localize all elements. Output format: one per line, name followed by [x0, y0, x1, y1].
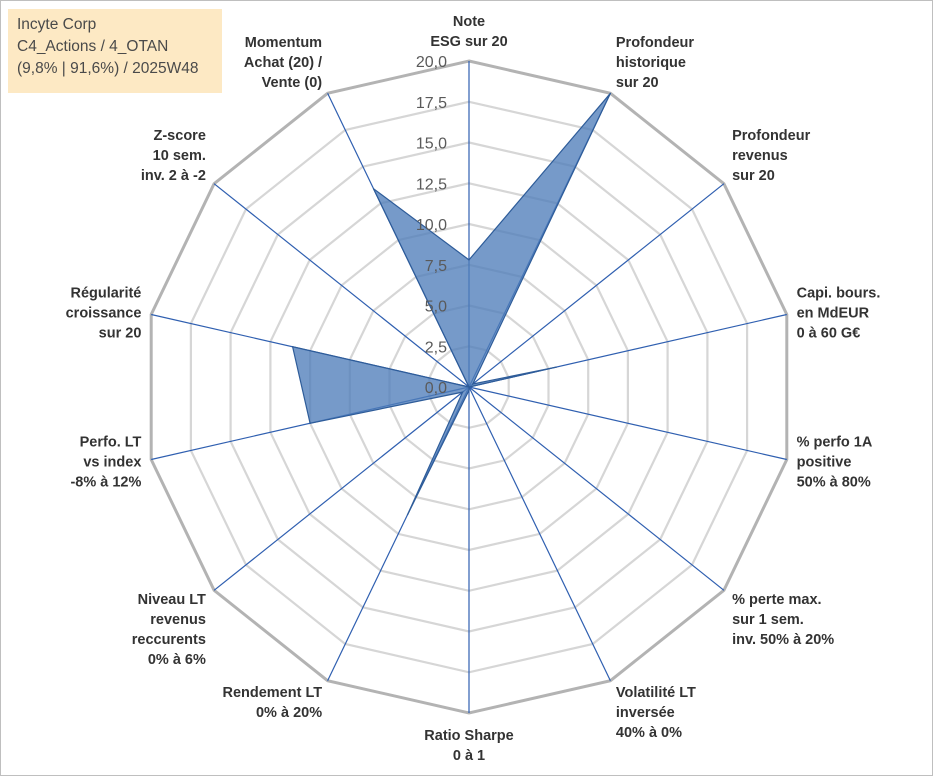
axis-label-line: Capi. bours. [797, 286, 881, 302]
axis-label-line: sur 20 [99, 326, 142, 342]
info-box: Incyte Corp C4_Actions / 4_OTAN (9,8% | … [8, 9, 222, 93]
tick-label: 2,5 [425, 339, 447, 356]
axis-label-line: Volatilité LT [616, 685, 696, 701]
axis-label-line: positive [797, 454, 852, 470]
axis-label-line: Note [453, 14, 485, 30]
axis-label-10: Niveau LT revenus reccurents 0% à 6% [132, 592, 206, 668]
axis-label-line: 0% à 20% [256, 705, 322, 721]
data-point-14 [372, 188, 375, 190]
data-point-4 [555, 366, 558, 368]
axis-label-8: Ratio Sharpe 0 à 1 [424, 728, 513, 764]
axis-label-line: Achat (20) / [244, 55, 322, 71]
data-point-9 [406, 514, 409, 516]
axis-label-1: Note ESG sur 20 [430, 14, 507, 50]
axis-label-line: sur 1 sem. [732, 612, 804, 628]
axis-label-4: Capi. bours. en MdEUR 0 à 60 G€ [797, 286, 881, 342]
data-point-2 [609, 92, 612, 94]
axis-label-line: revenus [732, 148, 788, 164]
axis-label-14: Momentum Achat (20) / Vente (0) [244, 35, 322, 91]
axis-label-line: 40% à 0% [616, 725, 682, 741]
stats-label: (9,8% | 91,6%) / 2025W48 [17, 60, 199, 77]
axis-label-line: inv. 50% à 20% [732, 632, 834, 648]
axis-label-line: inversée [616, 705, 675, 721]
axis-label-line: % perte max. [732, 592, 821, 608]
label-layer: Note ESG sur 20 Profondeur historique sur 20… [66, 14, 881, 764]
axis-spoke-10 [213, 386, 470, 591]
axis-label-line: Rendement LT [222, 685, 322, 701]
company-name: Incyte Corp [17, 16, 97, 33]
axis-label-6: % perte max. sur 1 sem. inv. 50% à 20% [732, 592, 834, 648]
axis-label-line: vs index [83, 454, 141, 470]
axis-label-13: Z-score 10 sem. inv. 2 à -2 [141, 128, 206, 184]
axis-label-line: -8% à 12% [70, 474, 141, 490]
axis-label-line: inv. 2 à -2 [141, 168, 206, 184]
axis-label-11: Perfo. LT vs index -8% à 12% [70, 434, 141, 490]
data-point-10 [462, 391, 464, 393]
tick-label: 20,0 [416, 54, 447, 71]
axis-label-line: Niveau LT [138, 592, 206, 608]
axis-label-line: croissance [66, 306, 142, 322]
axis-label-line: 0 à 60 G€ [797, 326, 861, 342]
tick-label: 17,5 [416, 95, 447, 112]
axis-label-9: Rendement LT 0% à 20% [222, 685, 322, 721]
data-point-11 [309, 422, 311, 424]
axis-label-line: revenus [150, 612, 206, 628]
axis-label-line: Ratio Sharpe [424, 728, 513, 744]
axis-label-line: reccurents [132, 632, 206, 648]
axis-spoke-7 [468, 386, 611, 681]
axis-label-line: 0 à 1 [453, 748, 485, 764]
axis-label-3: Profondeur revenus sur 20 [732, 128, 810, 184]
axis-label-5: % perfo 1A positive 50% à 80% [797, 434, 873, 490]
tick-label: 10,0 [416, 217, 447, 234]
axis-label-line: Vente (0) [262, 75, 323, 91]
axis-spoke-13 [213, 183, 470, 388]
axis-label-line: en MdEUR [797, 306, 870, 322]
data-point-8 [468, 389, 470, 391]
axis-label-line: Momentum [245, 35, 322, 51]
axis-spoke-6 [468, 386, 725, 591]
tick-layer: 0,0 2,5 5,0 7,5 10,0 12,5 15,0 17,5 20,0 [416, 54, 447, 397]
axis-label-line: Profondeur [732, 128, 810, 144]
axis-label-line: Régularité [70, 286, 141, 302]
axis-label-12: Régularité croissance sur 20 [66, 286, 142, 342]
axis-label-7: Volatilité LT inversée 40% à 0% [616, 685, 696, 741]
axis-label-line: sur 20 [732, 168, 775, 184]
data-point-13 [468, 386, 470, 388]
tick-label: 7,5 [425, 258, 447, 275]
axis-label-line: % perfo 1A [797, 434, 873, 450]
axis-label-line: 50% à 80% [797, 474, 871, 490]
tick-label: 0,0 [425, 380, 447, 397]
data-point-1 [468, 259, 470, 261]
data-point-3 [472, 383, 474, 385]
axis-label-line: 0% à 6% [148, 652, 206, 668]
axis-label-line: Perfo. LT [80, 434, 142, 450]
series-area [291, 92, 611, 516]
axis-label-line: sur 20 [616, 75, 659, 91]
axis-label-line: 10 sem. [153, 148, 206, 164]
axis-label-line: Z-score [154, 128, 206, 144]
tick-label: 12,5 [416, 176, 447, 193]
axis-spoke-3 [468, 183, 725, 388]
series-layer [291, 92, 612, 516]
axis-label-line: historique [616, 55, 686, 71]
axis-label-line: Profondeur [616, 35, 694, 51]
data-point-12 [292, 346, 294, 348]
category-label: C4_Actions / 4_OTAN [17, 38, 169, 55]
tick-label: 15,0 [416, 136, 447, 153]
axis-label-2: Profondeur historique sur 20 [616, 35, 694, 91]
axis-spoke-5 [468, 386, 787, 461]
axis-label-line: ESG sur 20 [430, 34, 507, 50]
tick-label: 5,0 [425, 299, 447, 316]
